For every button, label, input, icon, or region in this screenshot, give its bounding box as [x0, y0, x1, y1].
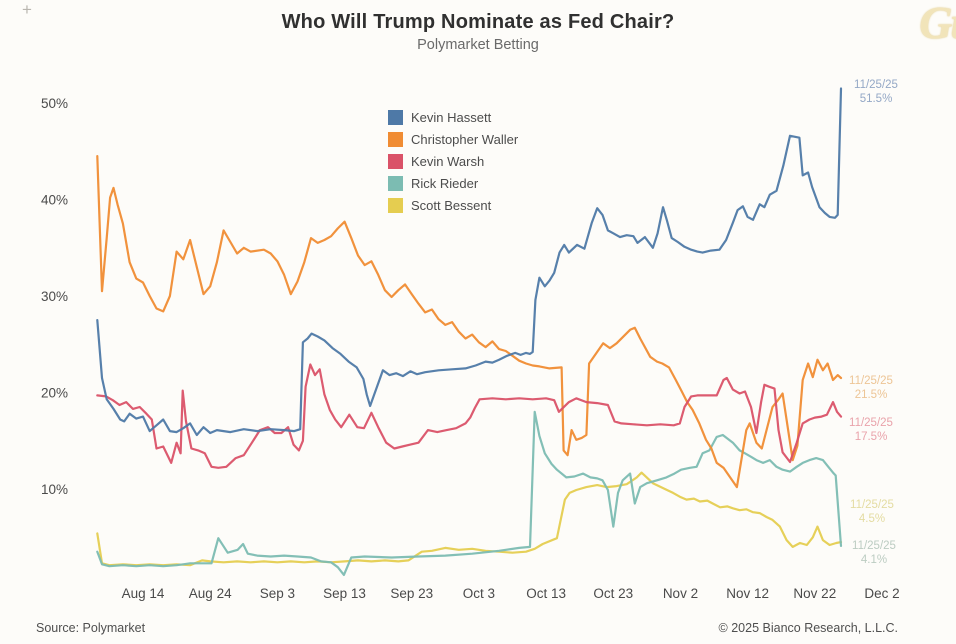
y-tick-label: 30%	[41, 289, 68, 304]
legend-item-kevin-hassett: Kevin Hassett	[388, 106, 518, 128]
x-tick-label: Sep 13	[323, 586, 366, 601]
series-line-scott-bessent	[96, 471, 843, 567]
x-axis-labels: Aug 14 Aug 24 Sep 3 Sep 13 Sep 23 Oct 3 Oct 13…	[122, 586, 900, 601]
annotation-rick-rieder: 11/25/25 4.1%	[838, 540, 910, 567]
annotation-date: 11/25/25	[852, 540, 896, 552]
annotation-kevin-warsh: 11/25/25 17.5%	[835, 417, 907, 444]
annotation-date: 11/25/25	[850, 499, 894, 511]
legend-item-rick-rieder: Rick Rieder	[388, 172, 518, 194]
series-line-kevin-hassett	[96, 87, 843, 437]
x-tick-label: Oct 3	[463, 586, 495, 601]
y-tick-label: 40%	[41, 193, 68, 208]
legend-label: Kevin Hassett	[411, 109, 492, 125]
x-tick-label: Sep 3	[260, 586, 295, 601]
x-tick-label: Dec 2	[864, 586, 899, 601]
annotation-kevin-hassett: 11/25/25 51.5%	[840, 79, 912, 106]
x-tick-label: Nov 22	[793, 586, 836, 601]
legend-label: Scott Bessent	[411, 197, 492, 213]
x-tick-label: Aug 24	[189, 586, 232, 601]
y-axis-labels: 50% 40% 30% 20% 10%	[41, 96, 68, 497]
legend-swatch-rick-rieder	[388, 175, 403, 191]
x-tick-label: Aug 14	[122, 586, 165, 601]
annotation-value: 21.5%	[854, 388, 888, 401]
legend-item-christopher-waller: Christopher Waller	[388, 128, 518, 150]
x-tick-label: Nov 2	[663, 586, 698, 601]
legend-swatch-kevin-warsh	[388, 153, 403, 169]
page-title: Who Will Trump Nominate as Fed Chair?	[281, 11, 675, 33]
x-tick-label: Oct 23	[593, 586, 633, 601]
annotation-value: 17.5%	[854, 430, 888, 443]
annotation-scott-bessent: 11/25/25 4.5%	[836, 499, 908, 526]
annotation-value: 51.5%	[859, 92, 893, 105]
legend-swatch-scott-bessent	[388, 197, 403, 213]
legend-item-scott-bessent: Scott Bessent	[388, 194, 518, 216]
annotation-value: 4.5%	[858, 512, 886, 525]
y-tick-label: 50%	[41, 96, 68, 111]
copyright-note: © 2025 Bianco Research, L.L.C.	[718, 621, 898, 635]
annotation-date: 11/25/25	[854, 79, 898, 91]
legend-label: Rick Rieder	[411, 175, 479, 191]
legend-label: Kevin Warsh	[411, 153, 485, 169]
source-note: Source: Polymarket	[36, 621, 146, 635]
series-line-christopher-waller	[96, 155, 843, 489]
series-lines	[96, 87, 843, 577]
page-subtitle: Polymarket Betting	[417, 37, 539, 53]
y-tick-label: 20%	[41, 386, 68, 401]
legend-swatch-kevin-hassett	[388, 109, 403, 125]
annotation-value: 4.1%	[860, 553, 888, 566]
artifact-plus-mark: +	[22, 0, 32, 19]
series-line-kevin-warsh	[96, 363, 843, 469]
x-tick-label: Nov 12	[726, 586, 769, 601]
y-tick-label: 10%	[41, 482, 68, 497]
annotation-date: 11/25/25	[849, 375, 893, 387]
x-tick-label: Oct 13	[526, 586, 566, 601]
legend-label: Christopher Waller	[411, 131, 519, 147]
legend-item-kevin-warsh: Kevin Warsh	[388, 150, 518, 172]
legend: Kevin Hassett Christopher Waller Kevin War…	[388, 106, 518, 216]
annotation-date: 11/25/25	[849, 417, 893, 429]
annotation-christopher-waller: 11/25/25 21.5%	[835, 375, 907, 402]
gold-watermark: Gu	[919, 0, 956, 48]
series-line-rick-rieder	[96, 410, 843, 577]
legend-swatch-christopher-waller	[388, 131, 403, 147]
x-tick-label: Sep 23	[390, 586, 433, 601]
